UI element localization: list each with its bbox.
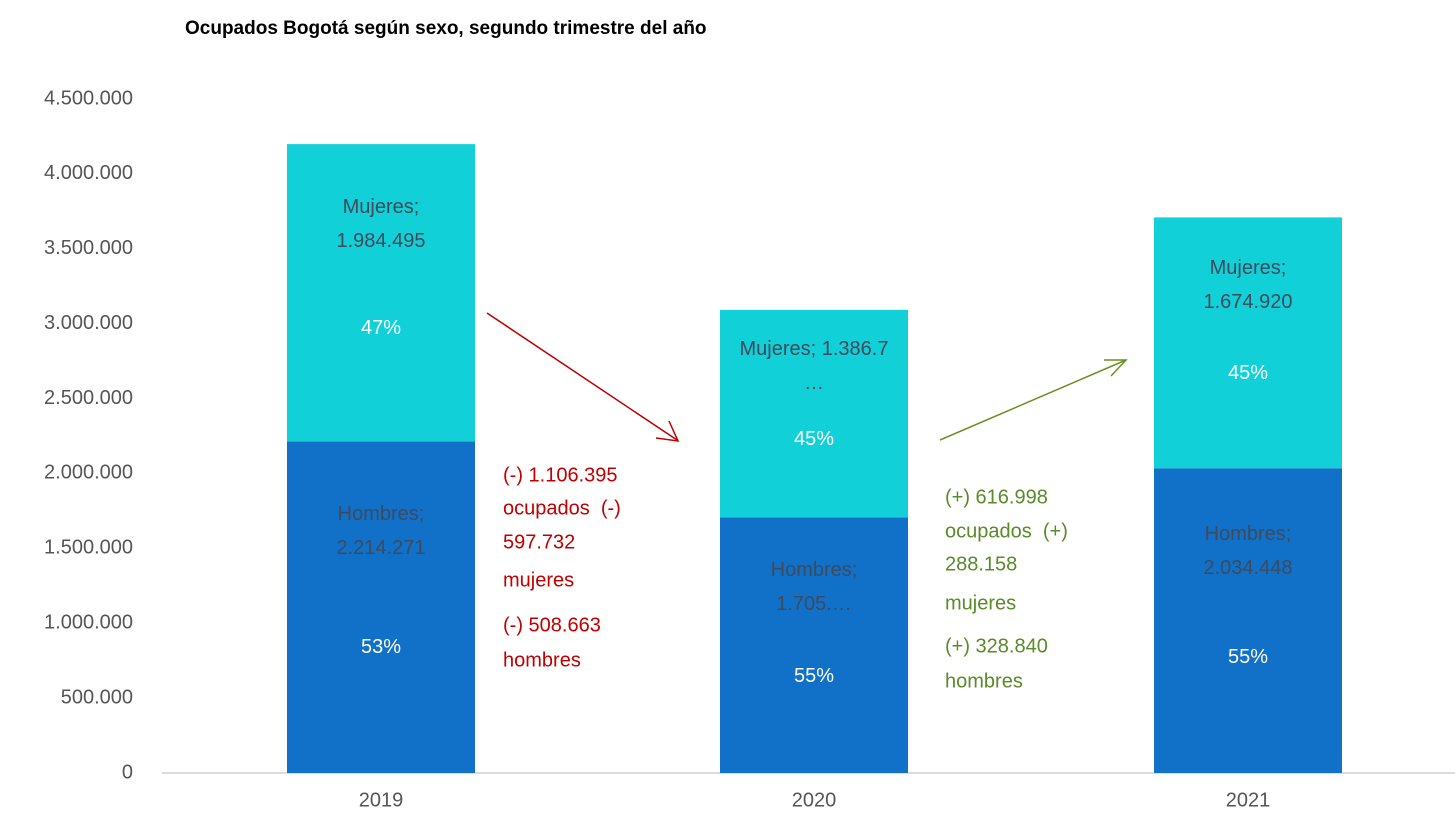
decrease-arrow: [486, 312, 680, 442]
y-tick-label: 0: [122, 761, 133, 783]
y-tick-label: 1.500.000: [44, 537, 133, 559]
data-label: Hombres; 2.214.271: [336, 502, 426, 559]
data-label: Hombres; 2.034.448: [1203, 522, 1293, 579]
y-tick-label: 500.000: [61, 686, 133, 708]
chart-title: Ocupados Bogotá según sexo, segundo trim…: [185, 18, 707, 39]
bar-segment: [287, 144, 475, 442]
data-label: Mujeres; 1.984.495: [336, 196, 426, 253]
y-tick-label: 3.000.000: [44, 312, 133, 334]
share-label: 55%: [793, 664, 835, 687]
annotation: 597.732: [503, 531, 576, 554]
annotation: (+) 328.840: [945, 635, 1048, 658]
annotation: hombres: [503, 649, 581, 672]
share-label: 47%: [360, 317, 402, 340]
bar-segment: [287, 441, 475, 773]
share-label: 45%: [1227, 361, 1269, 384]
bar-segment: [720, 309, 908, 518]
share-label: 45%: [793, 427, 835, 450]
increase-arrow: [939, 359, 1128, 441]
bar-segment: [1154, 217, 1342, 469]
bar-segment: [1154, 468, 1342, 773]
share-label: 53%: [360, 635, 402, 658]
annotation: (+) 616.998: [945, 486, 1048, 509]
x-tick-label: 2021: [1226, 789, 1271, 811]
annotation: mujeres: [503, 569, 575, 592]
y-tick-label: 3.500.000: [44, 237, 133, 259]
share-label: 55%: [1227, 646, 1269, 669]
annotation: (-) 1.106.395: [503, 464, 618, 487]
bar-segment: [720, 517, 908, 773]
annotation: ocupados (+): [945, 520, 1068, 543]
annotation: (-) 508.663: [503, 614, 601, 637]
annotation: mujeres: [945, 592, 1017, 615]
data-label: Hombres; 1.705.…: [770, 558, 858, 615]
annotation: ocupados (-): [503, 497, 621, 520]
y-tick-label: 2.000.000: [44, 462, 133, 484]
y-tick-label: 2.500.000: [44, 387, 133, 409]
annotation: 288.158: [945, 553, 1018, 576]
y-tick-label: 1.000.000: [44, 612, 133, 634]
annotation: hombres: [945, 670, 1023, 693]
y-tick-label: 4.000.000: [44, 162, 133, 184]
data-label: Mujeres; 1.674.920: [1203, 257, 1293, 314]
data-label: Mujeres; 1.386.7 …: [739, 337, 889, 394]
x-tick-label: 2020: [792, 789, 837, 811]
x-tick-label: 2019: [359, 789, 404, 811]
y-tick-label: 4.500.000: [44, 87, 133, 109]
